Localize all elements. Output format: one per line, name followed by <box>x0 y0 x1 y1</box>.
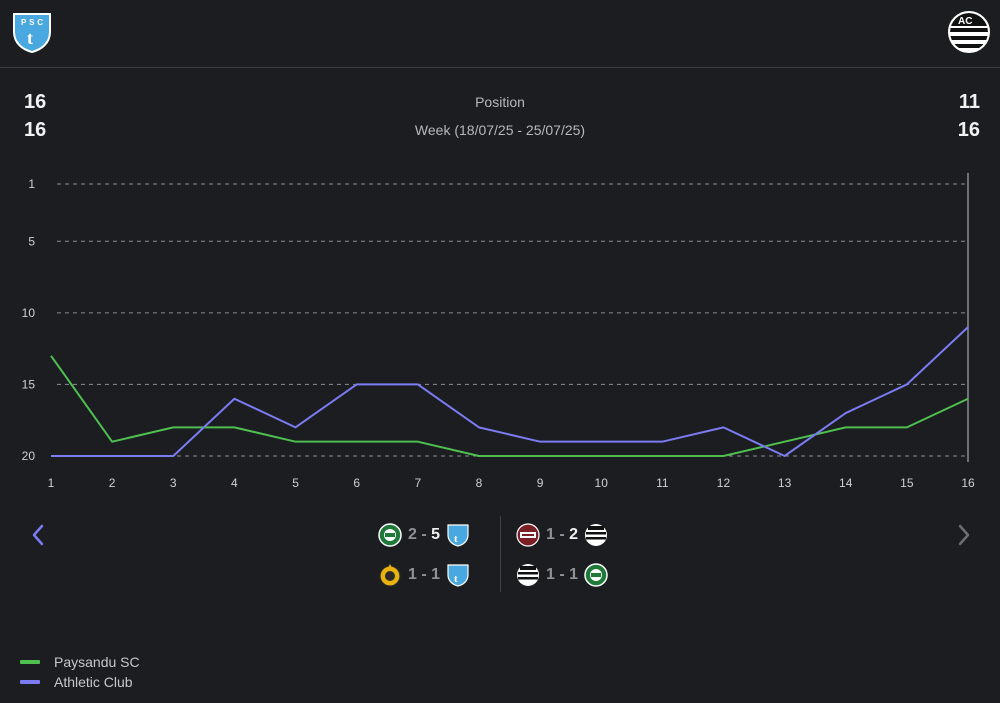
x-tick-label: 15 <box>900 476 914 490</box>
chart-series <box>50 326 969 457</box>
right-position-value: 11 <box>958 91 980 113</box>
paysandu-crest-icon[interactable]: PSC t <box>10 10 54 54</box>
athletic-crest-icon[interactable]: AC <box>947 10 991 54</box>
match-score: 1 - 1 <box>408 566 441 583</box>
coritiba-crest-icon <box>584 563 608 587</box>
match-row[interactable]: 1 - 2 <box>516 520 608 550</box>
chart-x-axis: 1 2 3 4 5 6 7 8 9 10 11 12 13 14 15 16 <box>48 476 975 490</box>
chevron-right-icon[interactable] <box>950 520 976 550</box>
x-tick-label: 6 <box>353 476 360 490</box>
legend-label: Paysandu SC <box>54 654 140 670</box>
x-tick-label: 4 <box>231 476 238 490</box>
svg-text:t: t <box>454 533 458 545</box>
svg-text:AC: AC <box>958 16 972 27</box>
chevron-left-icon[interactable] <box>26 520 52 550</box>
legend-item-paysandu: Paysandu SC <box>20 652 140 672</box>
x-tick-label: 3 <box>170 476 177 490</box>
match-score: 1 - 1 <box>546 566 579 583</box>
matches-divider <box>500 516 501 592</box>
legend-item-athletic: Athletic Club <box>20 672 140 692</box>
legend-swatch <box>20 680 40 684</box>
legend-label: Athletic Club <box>54 674 133 690</box>
y-tick-label: 10 <box>22 306 36 320</box>
right-week-value: 16 <box>957 119 980 141</box>
match-score: 1 - 2 <box>546 526 579 543</box>
chart-legend: Paysandu SC Athletic Club <box>20 652 140 692</box>
x-tick-label: 8 <box>476 476 483 490</box>
series-line-athletic-club <box>51 326 969 457</box>
x-tick-label: 16 <box>961 476 975 490</box>
x-tick-label: 14 <box>839 476 853 490</box>
header-bar: PSC t AC <box>0 0 1000 68</box>
paysandu-crest-icon: t <box>447 524 469 547</box>
athletic-crest-icon <box>517 564 539 586</box>
svg-text:t: t <box>27 28 33 48</box>
athletic-crest-icon <box>585 524 608 546</box>
x-tick-label: 5 <box>292 476 299 490</box>
x-tick-label: 11 <box>656 476 669 490</box>
amazonas-crest-icon <box>379 564 401 587</box>
paysandu-crest-icon: t <box>447 564 469 587</box>
x-tick-label: 7 <box>414 476 421 490</box>
y-tick-label: 15 <box>22 377 36 391</box>
position-label: Position <box>475 94 525 110</box>
svg-text:PSC: PSC <box>21 18 43 27</box>
match-row[interactable]: 1 - 1 <box>516 560 608 590</box>
match-score: 2 - 5 <box>408 526 441 543</box>
x-tick-label: 2 <box>109 476 116 490</box>
match-row[interactable]: 2 - 5 t <box>378 520 470 550</box>
coritiba-crest-icon <box>378 523 402 547</box>
y-tick-label: 5 <box>28 234 35 248</box>
legend-swatch <box>20 660 40 664</box>
left-week-value: 16 <box>24 119 47 141</box>
ferroviaria-crest-icon <box>516 523 540 547</box>
left-position-value: 16 <box>24 91 47 113</box>
x-tick-label: 10 <box>595 476 609 490</box>
x-tick-label: 1 <box>48 476 55 490</box>
x-tick-label: 12 <box>717 476 731 490</box>
y-tick-label: 1 <box>28 177 35 191</box>
x-tick-label: 9 <box>537 476 544 490</box>
y-tick-label: 20 <box>22 449 36 463</box>
week-label: Week (18/07/25 - 25/07/25) <box>414 122 586 138</box>
x-tick-label: 13 <box>778 476 792 490</box>
match-row[interactable]: 1 - 1 t <box>378 560 470 590</box>
svg-text:t: t <box>454 573 458 585</box>
